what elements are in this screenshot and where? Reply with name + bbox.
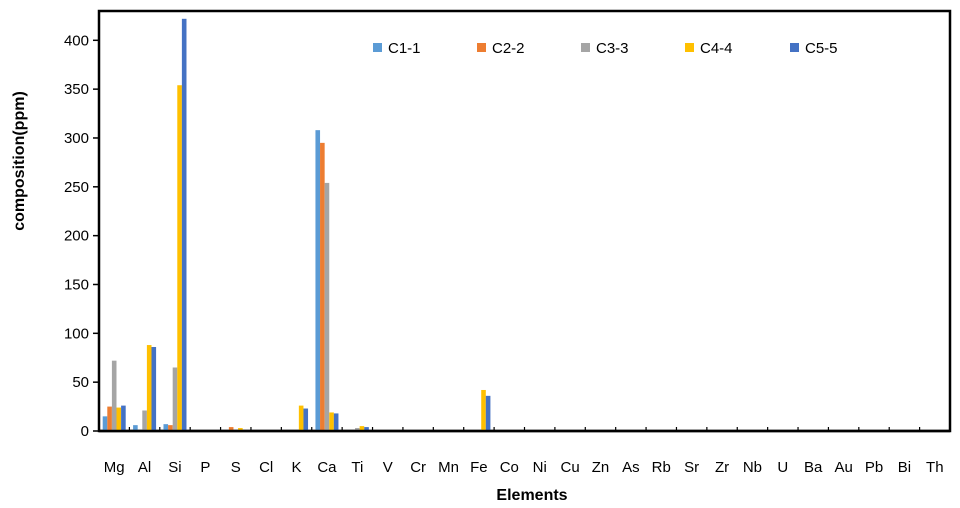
legend-swatch-C1-1: [373, 43, 382, 52]
y-tick-label: 200: [64, 228, 89, 245]
bar-C1-1-Al: [133, 425, 138, 431]
legend-swatch-C3-3: [581, 43, 590, 52]
x-tick-label: Mg: [104, 459, 125, 476]
bar-C1-1-Ca: [315, 130, 321, 431]
x-tick-label: Mn: [438, 459, 459, 476]
x-tick-label: Cr: [410, 459, 426, 476]
x-tick-label: Cl: [259, 459, 273, 476]
bar-C3-3-Ti: [355, 428, 360, 431]
x-tick-label: Si: [168, 459, 181, 476]
x-tick-label: S: [231, 459, 241, 476]
x-tick-label: Ca: [317, 459, 337, 476]
x-tick-label: Ba: [804, 459, 823, 476]
x-tick-label: Rb: [652, 459, 671, 476]
x-tick-label: Sr: [684, 459, 699, 476]
legend-swatch-C5-5: [790, 43, 799, 52]
x-tick-label: Cu: [560, 459, 579, 476]
legend-label-C1-1: C1-1: [388, 40, 421, 57]
bar-C5-5-Ti: [364, 427, 369, 431]
bar-C1-1-Mg: [102, 416, 108, 431]
bar-C5-5-K: [303, 408, 309, 431]
bar-C4-4-Fe: [481, 389, 486, 431]
bar-C5-5-Mg: [121, 405, 126, 431]
bar-C4-4-Ca: [329, 412, 334, 431]
bar-C4-4-Al: [146, 345, 152, 431]
x-tick-label: K: [292, 459, 302, 476]
x-tick-label: As: [622, 459, 640, 476]
x-tick-label: Zn: [592, 459, 610, 476]
y-tick-label: 350: [64, 81, 89, 98]
y-tick-label: 100: [64, 325, 89, 342]
bar-C3-3-Mg: [111, 360, 117, 431]
y-tick-label: 400: [64, 32, 89, 49]
plot-area-frame: [97, 9, 952, 433]
x-tick-label: Pb: [865, 459, 883, 476]
x-axis-title: Elements: [496, 487, 567, 504]
x-tick-label: Al: [138, 459, 151, 476]
legend-label-C2-2: C2-2: [492, 40, 525, 57]
bar-C4-4-S: [238, 428, 243, 431]
x-tick-label: P: [200, 459, 210, 476]
x-tick-label: Au: [834, 459, 852, 476]
legend-swatch-C2-2: [477, 43, 486, 52]
bar-C2-2-S: [228, 427, 234, 431]
legend-label-C5-5: C5-5: [805, 40, 838, 57]
bar-C2-2-Mg: [107, 406, 112, 431]
legend-label-C3-3: C3-3: [596, 40, 629, 57]
bar-C4-4-K: [298, 405, 304, 431]
x-tick-label: Ni: [533, 459, 547, 476]
x-tick-label: Nb: [743, 459, 762, 476]
bar-C2-2-Ca: [320, 142, 325, 432]
legend-swatch-C4-4: [685, 43, 694, 52]
y-tick-label: 150: [64, 276, 89, 293]
bar-C1-1-Si: [163, 424, 169, 431]
bar-C4-4-Ti: [359, 426, 365, 431]
legend-label-C4-4: C4-4: [700, 40, 733, 57]
y-tick-label: 250: [64, 179, 89, 196]
x-tick-label: Bi: [898, 459, 911, 476]
bar-C3-3-Si: [172, 367, 178, 431]
x-tick-label: V: [383, 459, 393, 476]
bar-C5-5-Fe: [485, 395, 491, 431]
x-tick-label: Fe: [470, 459, 488, 476]
y-tick-label: 0: [81, 423, 89, 440]
y-tick-label: 50: [72, 374, 89, 391]
bar-C3-3-Ca: [324, 182, 330, 431]
x-tick-label: Ti: [351, 459, 363, 476]
x-tick-label: Th: [926, 459, 944, 476]
bar-C4-4-Si: [177, 85, 182, 431]
y-tick-label: 300: [64, 130, 89, 147]
x-tick-label: U: [777, 459, 788, 476]
bar-C5-5-Ca: [333, 413, 339, 431]
x-tick-label: Co: [500, 459, 519, 476]
y-axis-title: composition(ppm): [11, 91, 28, 231]
bar-C3-3-Al: [142, 410, 147, 431]
bar-C4-4-Mg: [116, 407, 122, 431]
bar-C2-2-Si: [168, 425, 173, 431]
x-tick-label: Zr: [715, 459, 729, 476]
bar-C5-5-Si: [181, 18, 187, 432]
bar-C5-5-Al: [151, 347, 157, 431]
